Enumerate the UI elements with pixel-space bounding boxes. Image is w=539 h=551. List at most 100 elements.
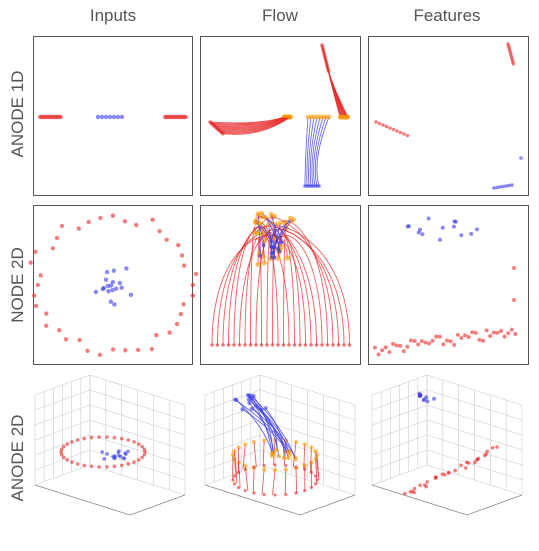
point [232,343,236,347]
point [419,339,424,344]
point [484,452,488,456]
point [246,397,251,402]
point [103,277,109,282]
point [278,220,283,226]
point [273,493,277,497]
trajectory [303,444,306,470]
point [466,334,471,339]
point [136,442,141,446]
point [255,261,261,268]
point [261,243,266,248]
point [268,211,274,217]
point [132,440,136,444]
point [253,217,259,223]
point [269,239,274,244]
trajectory [316,116,330,187]
point [401,349,406,354]
point [110,213,116,218]
point [63,337,69,342]
point [430,338,435,343]
point [320,343,324,347]
point [398,343,403,348]
point [309,343,313,347]
point [117,449,121,453]
point [237,485,241,490]
point [473,330,478,335]
point [262,492,266,497]
point [126,449,130,454]
point [221,131,225,136]
point [243,463,248,468]
point [254,230,260,236]
box-inputs-gridline [89,464,186,496]
point [102,457,107,461]
point [154,332,159,338]
box-features-axis [371,484,523,516]
point [303,343,308,347]
point [77,337,82,343]
point [463,333,467,338]
panel-anode1d-features [368,36,529,196]
trajectory [310,447,312,473]
point [441,342,446,347]
point [28,260,33,265]
trajectory [295,467,298,494]
point [470,330,475,335]
point [133,222,139,228]
point [276,343,280,347]
point [309,445,314,450]
point [271,450,276,456]
point [75,438,80,442]
point [105,465,109,469]
point [65,458,70,462]
point [106,288,111,294]
point [75,462,80,466]
point [302,442,307,447]
point [422,397,427,402]
point [105,435,109,439]
trajectory [233,458,238,484]
point [391,341,395,346]
point [258,253,263,258]
point [345,114,351,120]
point [314,343,319,347]
trajectory [262,224,350,346]
box-features-gridline [426,449,523,481]
point [104,269,110,275]
point [70,440,74,444]
point [377,121,382,126]
point [273,463,277,467]
point [437,334,442,339]
point [181,263,187,268]
point [240,407,245,412]
point [226,343,231,347]
point [422,483,427,487]
point [126,462,131,466]
point [108,283,114,288]
point [347,343,352,347]
box-flow-axis [204,484,356,516]
point [33,303,39,309]
point [243,467,247,471]
point [234,397,239,402]
point [263,214,269,220]
point [246,393,251,398]
point [309,485,313,490]
point [95,114,101,120]
point [253,403,258,408]
point [232,474,237,478]
point [62,455,66,460]
point [122,219,128,224]
point [491,330,496,335]
point [512,266,516,270]
point [506,331,511,336]
point [388,126,392,130]
point [111,114,117,120]
point [117,280,123,286]
trajectory [211,235,288,346]
point [112,302,117,307]
box-inputs-gridline [34,449,91,471]
point [89,464,94,469]
point [432,396,437,401]
